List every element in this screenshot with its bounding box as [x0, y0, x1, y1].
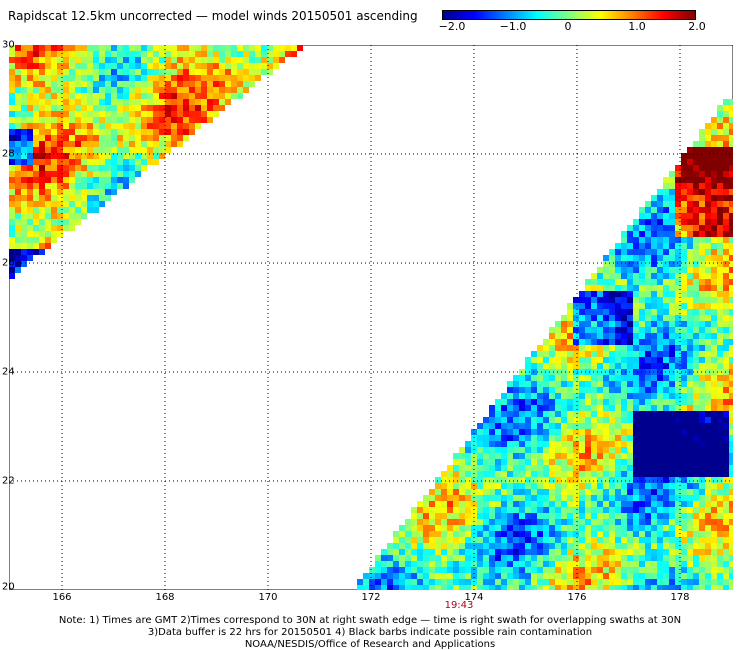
footnote-line-3: NOAA/NESDIS/Office of Research and Appli…	[244, 639, 496, 650]
swath-pixels	[9, 45, 733, 590]
lon-tick-label: 166	[52, 592, 72, 603]
lat-lon-grid	[9, 45, 733, 590]
lon-tick-label: 168	[155, 592, 175, 603]
lat-tick-label: 28	[2, 148, 15, 160]
colorbar	[442, 10, 696, 20]
lat-tick-label: 20	[2, 581, 15, 593]
lon-tick-label: 176	[567, 592, 587, 603]
lat-tick-label: 26	[2, 257, 15, 269]
lat-tick-label: 24	[2, 366, 15, 378]
lat-tick-label: 22	[2, 475, 15, 487]
lon-tick-label: 174	[464, 592, 484, 603]
lon-tick-label: 170	[258, 592, 278, 603]
footnote-line-1: Note: 1) Times are GMT 2)Times correspon…	[58, 615, 682, 626]
colorbar-tick-label: 0	[564, 20, 572, 33]
colorbar-tick-label: 2.0	[688, 20, 706, 33]
footnote-line-2: 3)Data buffer is 22 hrs for 20150501 4) …	[147, 627, 593, 638]
lat-tick-label: 30	[2, 39, 15, 51]
colorbar-tick-label: 1.0	[628, 20, 646, 33]
wind-difference-map	[9, 45, 733, 590]
lon-tick-label: 178	[670, 592, 690, 603]
swath-time-label: 19:43	[444, 600, 474, 611]
colorbar-tick-label: −2.0	[438, 20, 466, 33]
map-title: Rapidscat 12.5km uncorrected — model win…	[8, 9, 418, 23]
colorbar-tick-label: −1.0	[499, 20, 527, 33]
lon-tick-label: 172	[361, 592, 381, 603]
